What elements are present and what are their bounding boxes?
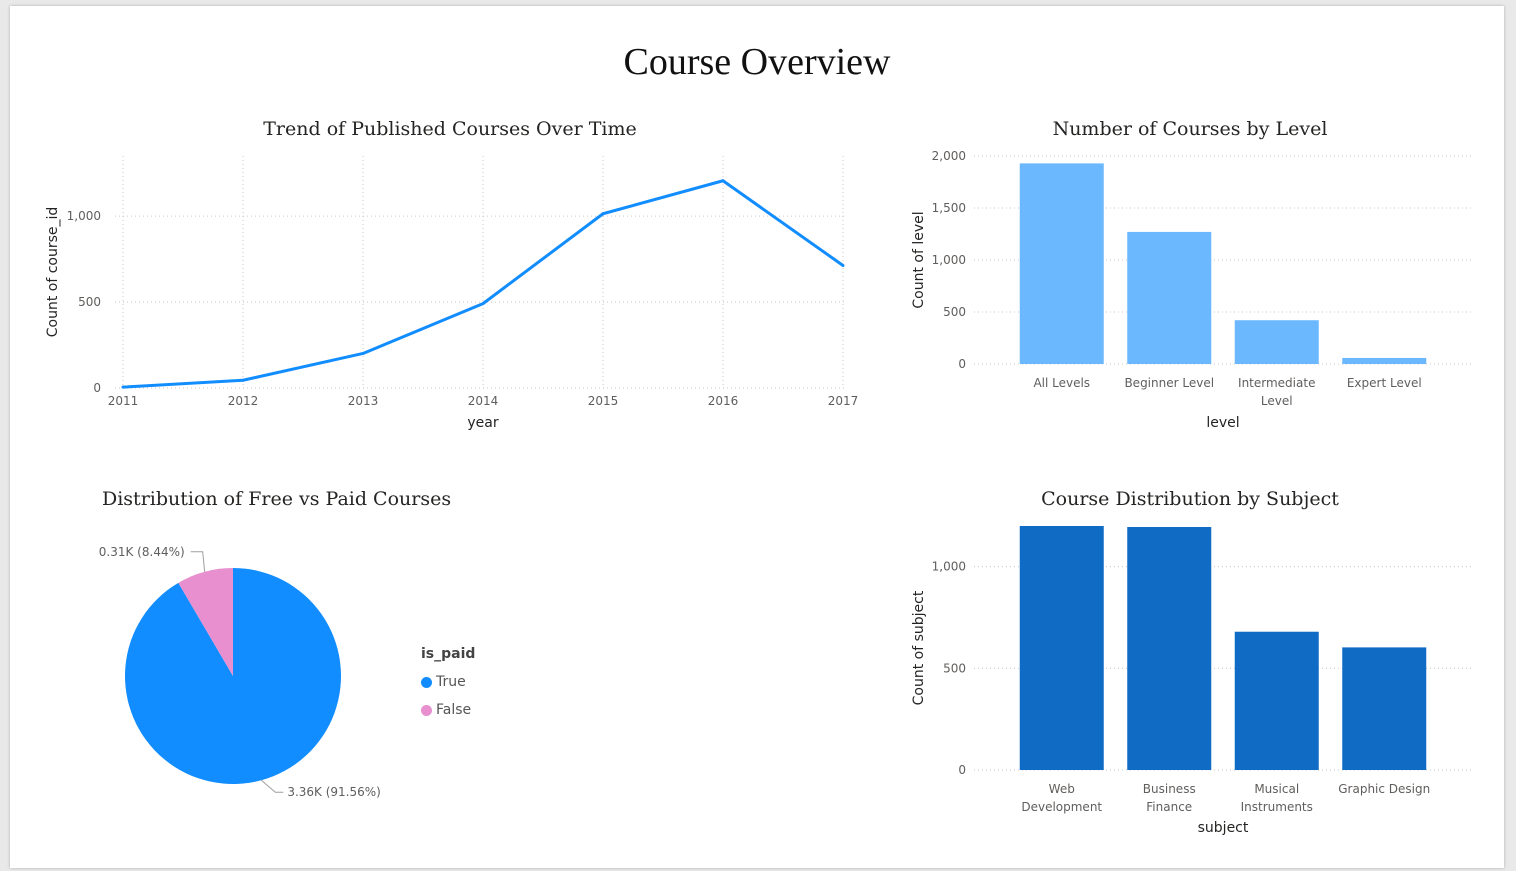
legend-label-false: False [436,702,472,718]
legend-item-false[interactable]: False [421,696,475,724]
subject-y-tick: 0 [958,763,966,777]
level-y-axis-title: Count of level [911,211,927,308]
report-canvas: Course Overview Trend of Published Cours… [10,6,1504,868]
legend-dot-true [421,676,432,688]
subject-x-tick: Development [1021,800,1102,814]
level-y-tick: 1,500 [932,201,966,215]
level-x-tick: Beginner Level [1124,376,1214,390]
trend-x-tick: 2011 [108,394,139,408]
subject-x-axis-title: subject [1198,820,1249,836]
legend-title: is_paid [421,646,476,662]
trend-x-axis-title: year [467,415,498,431]
level-x-tick: Expert Level [1347,376,1422,390]
pie-slice-true [124,568,341,784]
level-x-tick: Level [1261,394,1293,408]
trend-x-tick: 2014 [468,394,499,408]
subject-bar [1019,526,1104,770]
subject-y-axis-title: Count of subject [911,590,927,705]
subject-y-tick: 1,000 [932,560,966,574]
trend-point [721,179,725,183]
paid-chart-title: Distribution of Free vs Paid Courses [102,488,452,510]
trend-x-tick: 2015 [588,394,619,408]
level-x-tick: All Levels [1033,376,1090,390]
trend-y-tick: 500 [78,295,101,309]
pie-leader-false [190,551,206,572]
trend-x-tick: 2012 [228,394,259,408]
level-bar [1019,163,1104,364]
level-x-tick: Intermediate [1238,376,1315,390]
level-bar [1234,320,1319,364]
trend-y-tick: 0 [93,381,101,395]
pie-slice-false [178,568,233,676]
level-x-axis-title: level [1206,415,1239,431]
legend-label-true: True [436,674,466,690]
subject-x-tick: Finance [1146,800,1192,814]
pie-legend: is_paid True False [421,646,475,724]
subject-bar [1234,631,1319,770]
level-y-tick: 2,000 [932,149,966,163]
subject-y-tick: 500 [943,661,966,675]
level-chart-title: Number of Courses by Level [1052,118,1328,140]
subject-x-tick: Web [1049,782,1075,796]
subject-chart-title: Course Distribution by Subject [1041,488,1339,510]
level-bar [1127,231,1212,364]
pie-label-true: 3.36K (91.56%) [287,785,381,799]
trend-point [601,212,605,216]
trend-chart-title: Trend of Published Courses Over Time [263,118,637,140]
trend-point [481,302,485,306]
trend-point [241,378,245,382]
trend-y-tick: 1,000 [67,209,101,223]
subject-bar [1342,647,1427,770]
level-y-tick: 500 [943,305,966,319]
subject-x-tick: Instruments [1241,800,1313,814]
level-y-tick: 1,000 [932,253,966,267]
pie-leader-true [260,779,284,793]
legend-item-true[interactable]: True [421,668,475,696]
subject-x-tick: Graphic Design [1338,782,1430,796]
subject-x-tick: Musical [1254,782,1299,796]
charts-svg: 0 500 1,000 2011 2012 2013 2014 2015 2016 2017 yea… [45,149,1474,836]
level-y-tick: 0 [958,357,966,371]
pie-label-false: 0.31K (8.44%) [99,545,185,559]
trend-x-tick: 2016 [708,394,739,408]
subject-x-tick: Business [1143,782,1196,796]
level-bar [1342,357,1427,364]
page-title: Course Overview [623,41,891,83]
trend-point [841,263,845,267]
trend-point [361,351,365,355]
trend-x-tick: 2017 [828,394,859,408]
legend-dot-false [421,704,432,716]
trend-x-tick: 2013 [348,394,379,408]
trend-point [121,385,125,389]
trend-y-axis-title: Count of course_id [45,207,61,338]
subject-bar [1127,527,1212,770]
